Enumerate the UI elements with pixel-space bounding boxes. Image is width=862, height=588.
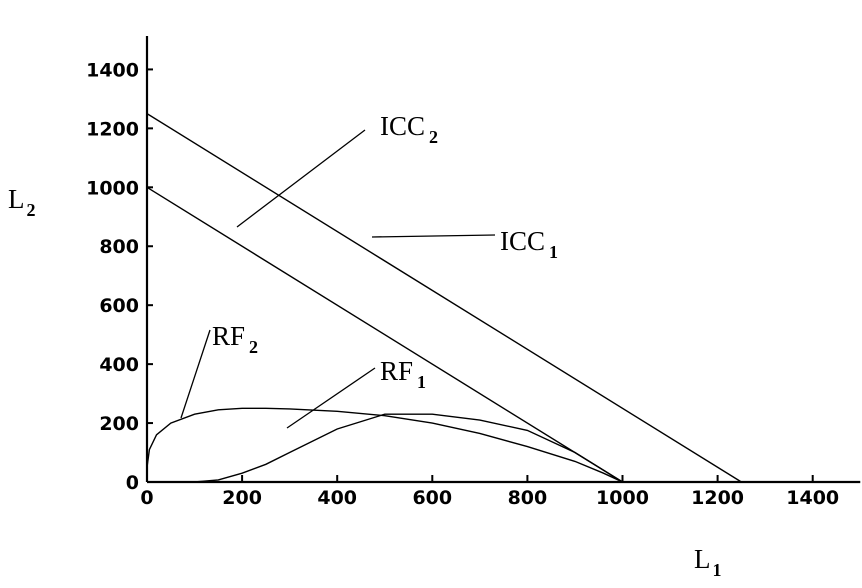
y-tick-label: 1200: [86, 118, 139, 140]
axes: 0 200 400 600 800 1000 1200 1400 0 200 400 600 800 10…: [86, 35, 861, 509]
y-tick-label: 800: [99, 236, 139, 258]
x-tick-label: 1200: [691, 487, 744, 509]
leader-line: [180, 329, 211, 419]
series-rf-1-line: [194, 413, 623, 483]
x-tick-label: 1400: [786, 487, 839, 509]
y-tick-label: 1000: [86, 177, 139, 199]
leader-line: [236, 129, 366, 228]
y-tick-label: 1400: [86, 59, 139, 81]
labels: ICC 1 ICC 2 RF 2 RF 1 L 2 L 1: [8, 111, 722, 580]
series-label: ICC 1: [500, 226, 558, 262]
series-label: ICC 2: [380, 111, 438, 147]
series-rf-2-line: [146, 407, 623, 483]
series-label: RF 2: [212, 321, 258, 357]
leader-line: [286, 367, 376, 429]
leader-line: [371, 234, 496, 238]
x-tick-label: 200: [222, 487, 262, 509]
y-tick-label: 400: [99, 354, 139, 376]
series-icc-1-line: [146, 113, 742, 483]
series-layer: [146, 113, 742, 483]
y-tick-label: 200: [99, 413, 139, 435]
x-tick-label: 1000: [596, 487, 649, 509]
series-icc-2-line: [146, 186, 623, 483]
y-tick-label: 600: [99, 295, 139, 317]
x-tick-label: 400: [317, 487, 357, 509]
x-tick-label: 0: [140, 487, 153, 509]
y-tick-label: 0: [126, 472, 139, 494]
x-tick-label: 600: [412, 487, 452, 509]
x-tick-label: 800: [508, 487, 548, 509]
series-label: RF 1: [380, 356, 426, 392]
